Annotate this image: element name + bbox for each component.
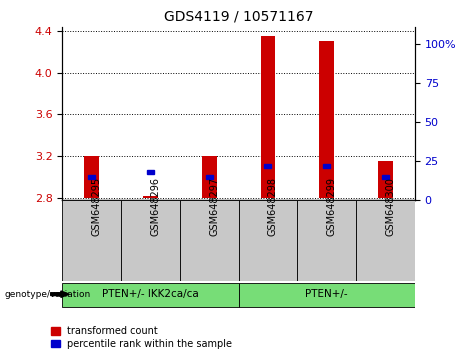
Bar	[382, 175, 389, 178]
Bar	[121, 200, 180, 281]
Bar	[202, 156, 217, 198]
Bar	[378, 161, 393, 198]
Text: GSM648298: GSM648298	[268, 177, 278, 236]
Bar	[323, 164, 330, 167]
Legend: transformed count, percentile rank within the sample: transformed count, percentile rank withi…	[51, 326, 232, 349]
Bar	[88, 175, 95, 178]
Bar	[62, 283, 239, 307]
Bar	[180, 200, 239, 281]
Title: GDS4119 / 10571167: GDS4119 / 10571167	[164, 10, 313, 24]
Bar	[297, 200, 356, 281]
Bar	[143, 196, 158, 198]
Bar	[319, 41, 334, 198]
Text: genotype/variation: genotype/variation	[5, 290, 91, 299]
Text: GSM648299: GSM648299	[327, 177, 337, 236]
Text: GSM648295: GSM648295	[92, 177, 101, 236]
Bar	[206, 175, 213, 178]
Bar	[147, 170, 154, 174]
Bar	[62, 200, 121, 281]
Bar	[84, 156, 99, 198]
Bar	[239, 200, 297, 281]
Bar	[356, 200, 415, 281]
Text: GSM648297: GSM648297	[209, 177, 219, 236]
Text: GSM648300: GSM648300	[385, 177, 396, 236]
Bar	[265, 164, 272, 167]
Bar	[260, 36, 275, 198]
Text: PTEN+/- IKK2ca/ca: PTEN+/- IKK2ca/ca	[102, 289, 199, 299]
Text: GSM648296: GSM648296	[150, 177, 160, 236]
Text: PTEN+/-: PTEN+/-	[306, 289, 348, 299]
Bar	[239, 283, 415, 307]
